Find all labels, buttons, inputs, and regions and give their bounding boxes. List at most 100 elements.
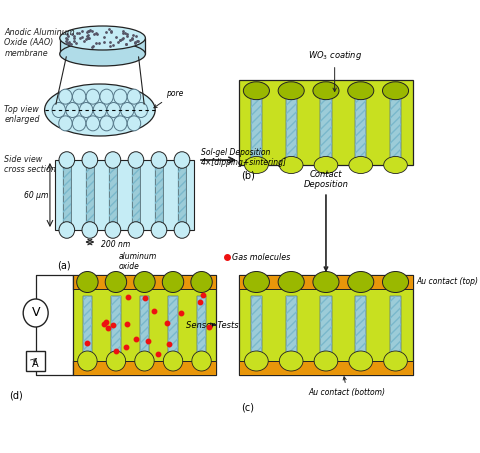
Bar	[251, 86, 262, 165]
Bar	[251, 86, 262, 165]
Ellipse shape	[313, 82, 339, 100]
Ellipse shape	[243, 82, 269, 100]
Ellipse shape	[105, 152, 121, 168]
Bar	[320, 86, 332, 165]
Ellipse shape	[279, 156, 303, 173]
Text: A: A	[32, 359, 39, 369]
Bar	[63, 160, 71, 230]
Bar	[111, 296, 120, 361]
Bar	[132, 160, 140, 230]
Text: pore: pore	[154, 89, 183, 108]
Text: aluminum
oxide: aluminum oxide	[119, 252, 156, 271]
Ellipse shape	[348, 82, 374, 100]
Ellipse shape	[105, 271, 127, 293]
Bar	[286, 86, 297, 165]
Bar	[132, 160, 140, 230]
Ellipse shape	[151, 152, 167, 168]
Circle shape	[86, 89, 99, 104]
Circle shape	[100, 89, 113, 104]
Circle shape	[127, 116, 141, 131]
Circle shape	[114, 89, 127, 104]
Ellipse shape	[163, 351, 183, 371]
Bar	[86, 160, 94, 230]
Ellipse shape	[243, 271, 269, 293]
Text: 200 nm: 200 nm	[100, 240, 130, 249]
Bar	[60, 38, 145, 54]
Bar	[251, 296, 262, 361]
Text: Top view
enlarged: Top view enlarged	[4, 105, 40, 125]
Ellipse shape	[59, 152, 75, 168]
Bar	[111, 296, 120, 361]
Text: 60 µm: 60 µm	[24, 191, 48, 199]
Ellipse shape	[105, 222, 121, 238]
Bar	[55, 160, 193, 230]
Ellipse shape	[384, 351, 408, 371]
Ellipse shape	[314, 351, 338, 371]
Ellipse shape	[135, 351, 154, 371]
Ellipse shape	[348, 271, 374, 293]
Text: Sol-gel Deposition
4×[dipping+sintering]: Sol-gel Deposition 4×[dipping+sintering]	[201, 148, 287, 168]
Bar	[178, 160, 186, 230]
Ellipse shape	[313, 271, 339, 293]
Ellipse shape	[349, 351, 372, 371]
Bar	[320, 296, 332, 361]
Ellipse shape	[349, 156, 372, 173]
Text: Side view
cross section: Side view cross section	[4, 155, 57, 174]
Circle shape	[80, 102, 93, 117]
Circle shape	[23, 299, 48, 327]
Circle shape	[114, 116, 127, 131]
Bar	[355, 296, 366, 361]
Bar	[251, 296, 262, 361]
Circle shape	[59, 89, 72, 104]
Bar	[197, 296, 206, 361]
Bar	[140, 296, 149, 361]
Bar	[390, 296, 401, 361]
Ellipse shape	[279, 351, 303, 371]
Circle shape	[107, 102, 120, 117]
Bar	[26, 351, 46, 371]
Bar	[239, 361, 413, 375]
Ellipse shape	[383, 82, 408, 100]
Ellipse shape	[59, 222, 75, 238]
Circle shape	[127, 89, 141, 104]
Bar	[109, 160, 117, 230]
Ellipse shape	[78, 351, 97, 371]
Bar	[320, 296, 332, 361]
Bar	[155, 160, 163, 230]
Bar	[239, 275, 413, 375]
Bar	[63, 160, 71, 230]
Ellipse shape	[245, 351, 268, 371]
Circle shape	[120, 102, 134, 117]
Bar	[320, 86, 332, 165]
Ellipse shape	[245, 156, 268, 173]
Bar	[286, 296, 297, 361]
Text: (d): (d)	[9, 390, 23, 400]
Ellipse shape	[314, 156, 338, 173]
Text: Au contact (bottom): Au contact (bottom)	[309, 377, 385, 397]
Circle shape	[86, 116, 99, 131]
Ellipse shape	[278, 271, 304, 293]
Bar	[239, 275, 413, 289]
Ellipse shape	[60, 42, 145, 66]
Bar	[86, 160, 94, 230]
Ellipse shape	[134, 271, 155, 293]
Bar	[286, 86, 297, 165]
Text: Au contact (top): Au contact (top)	[417, 278, 479, 286]
Text: $WO_3$ coating: $WO_3$ coating	[308, 49, 362, 92]
Circle shape	[72, 89, 86, 104]
Bar	[286, 296, 297, 361]
Text: (a): (a)	[57, 260, 71, 270]
Ellipse shape	[82, 152, 98, 168]
Bar	[73, 275, 216, 375]
Text: V: V	[31, 307, 40, 319]
Text: (c): (c)	[241, 403, 254, 413]
Ellipse shape	[45, 84, 155, 136]
Ellipse shape	[128, 222, 144, 238]
Circle shape	[52, 102, 65, 117]
Ellipse shape	[60, 26, 145, 50]
Ellipse shape	[162, 271, 184, 293]
Text: Gas molecules: Gas molecules	[232, 252, 290, 261]
Circle shape	[93, 102, 107, 117]
Bar	[355, 296, 366, 361]
Bar	[73, 275, 216, 289]
